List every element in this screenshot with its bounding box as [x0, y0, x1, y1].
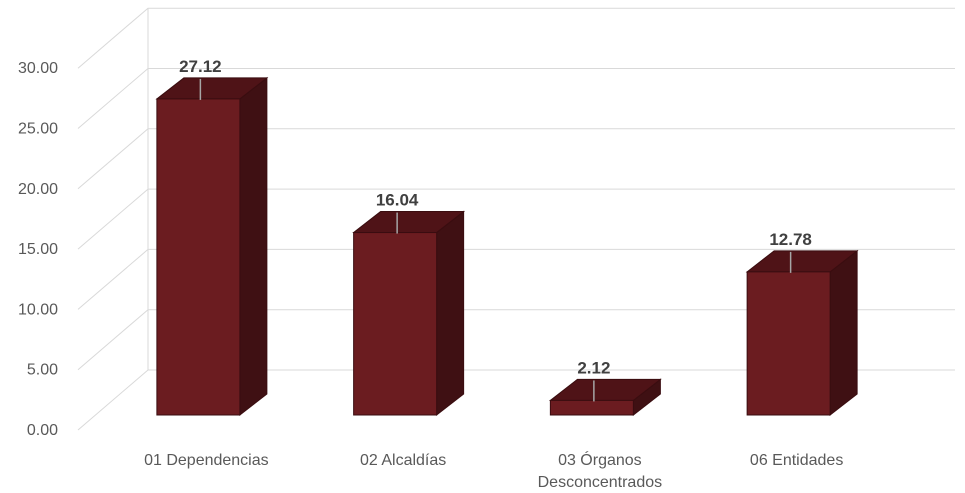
y-tick-label: 5.00	[27, 362, 58, 379]
x-category-label: 06 Entidades	[750, 452, 843, 469]
gridlines	[77, 7, 955, 431]
bar	[745, 249, 859, 417]
data-labels: 27.12 16.04 2.12 12.78	[179, 57, 812, 402]
bar-front-face	[549, 399, 634, 416]
bars	[155, 76, 859, 417]
y-tick-label: 25.00	[18, 121, 58, 138]
y-axis: 0.00 5.00 10.00 15.00 20.00 25.00 30.00	[18, 60, 58, 439]
data-label: 12.78	[769, 230, 812, 249]
data-label: 2.12	[577, 358, 610, 377]
bar-front-face	[746, 271, 831, 416]
x-category-label: 03 Órganos Desconcentrados	[538, 450, 663, 491]
y-tick-label: 10.00	[18, 301, 58, 318]
bar-front-face	[353, 232, 438, 416]
y-tick-label: 15.00	[18, 241, 58, 258]
x-category-label: 02 Alcaldías	[360, 452, 446, 469]
x-category-label: 01 Dependencias	[144, 452, 269, 469]
data-label: 16.04	[376, 191, 419, 210]
y-tick-label: 30.00	[18, 60, 58, 77]
x-axis: 01 Dependencias 02 Alcaldías 03 Órganos Des…	[144, 450, 843, 491]
bar	[155, 76, 269, 417]
bar-front-face	[156, 98, 241, 416]
data-label: 27.12	[179, 57, 222, 76]
bar-side-face	[436, 210, 465, 417]
bar-side-face	[239, 76, 268, 417]
y-tick-label: 20.00	[18, 181, 58, 198]
bar-side-face	[829, 249, 858, 417]
y-tick-label: 0.00	[27, 422, 58, 439]
bar	[352, 210, 466, 417]
bar	[548, 378, 662, 417]
